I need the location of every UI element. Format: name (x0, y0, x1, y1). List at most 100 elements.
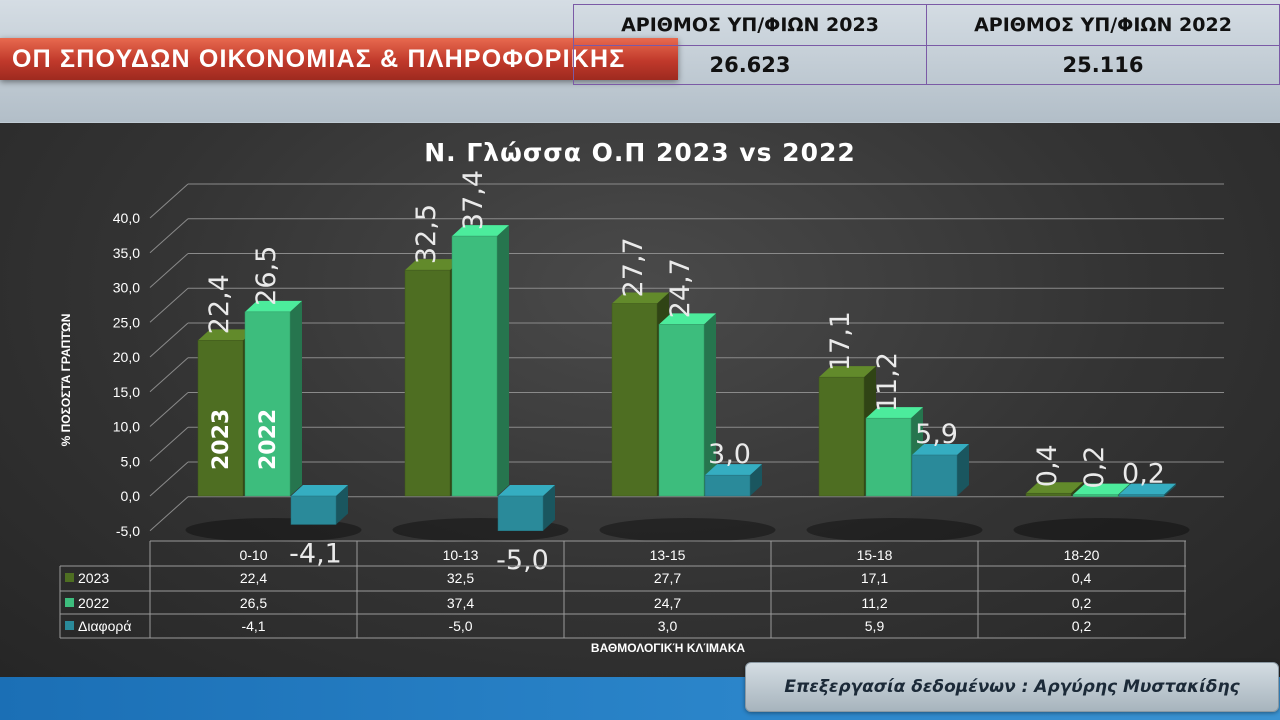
legend-label-Διαφορά: Διαφορά (78, 618, 131, 634)
y-tick-label: 35,0 (113, 245, 140, 261)
bar-top (659, 313, 716, 325)
bar-top (291, 485, 348, 496)
data-label: 0,2 (1079, 446, 1110, 489)
y-tick-label: 10,0 (113, 419, 140, 435)
y-tick-label: 25,0 (113, 314, 140, 330)
bar-side (336, 485, 348, 525)
data-label: 37,4 (458, 170, 489, 230)
legend-swatch-2023 (65, 573, 74, 582)
bar-2023-15-18 (818, 376, 865, 497)
data-label: -4,1 (289, 538, 342, 569)
bar-2022-18-20 (1072, 494, 1119, 497)
gridline-depth (149, 392, 189, 427)
data-label: 26,5 (251, 246, 282, 306)
bar-top (1026, 482, 1083, 494)
table-category-header: 13-15 (650, 547, 686, 563)
gridline-depth (149, 357, 189, 393)
table-cell: 0,4 (1072, 570, 1092, 586)
credit-label: Επεξεργασία δεδομένων : Αργύρης Μυστακίδ… (745, 662, 1279, 712)
bar-side (1071, 482, 1083, 496)
bar-2023-18-20 (1025, 492, 1072, 497)
table-category-header: 18-20 (1064, 547, 1100, 563)
bar-Διαφορά-15-18 (911, 454, 958, 497)
bar-Διαφορά-0-10 (290, 495, 337, 525)
stat-label-2022: ΑΡΙΘΜΟΣ ΥΠ/ΦΙΩΝ 2022 (926, 4, 1280, 46)
table-cell: 3,0 (658, 618, 678, 634)
legend-swatch-2022 (65, 598, 74, 607)
chart-title: Ν. Γλώσσα Ο.Π 2023 vs 2022 (424, 138, 856, 167)
data-label: 32,5 (411, 204, 442, 264)
legend-label-2023: 2023 (78, 570, 109, 586)
bar-Διαφορά-13-15 (704, 474, 751, 497)
table-cell: 11,2 (861, 595, 887, 611)
bar-side (957, 443, 969, 496)
stat-label-2023: ΑΡΙΘΜΟΣ ΥΠ/ΦΙΩΝ 2023 (573, 4, 927, 46)
bar-top (705, 464, 762, 476)
data-label: 27,7 (618, 237, 649, 297)
bar-side (290, 300, 302, 496)
table-cell: 37,4 (447, 595, 474, 611)
y-tick-label: 5,0 (121, 453, 141, 469)
data-label: 24,7 (665, 258, 696, 318)
gridline-depth (149, 183, 189, 219)
table-cell: 26,5 (240, 595, 267, 611)
bar-side (704, 313, 716, 496)
bar-side (1164, 483, 1176, 497)
floor-shadow (599, 518, 776, 542)
gridline-depth (149, 322, 189, 358)
data-label: 22,4 (204, 274, 235, 334)
bar-annotation-2023: 2023 (209, 409, 234, 470)
y-axis-label: % ΠΟΣΟΣΤΆ ΓΡΑΠΤΏΝ (59, 314, 73, 447)
bar-2022-15-18 (865, 417, 912, 497)
bar-2023-10-13 (404, 269, 451, 497)
bar-top (452, 225, 509, 237)
y-tick-label: 15,0 (113, 384, 140, 400)
bar-top (405, 259, 462, 271)
table-category-header: 0-10 (239, 547, 267, 563)
students-count-table: ΑΡΙΘΜΟΣ ΥΠ/ΦΙΩΝ 2023 ΑΡΙΘΜΟΣ ΥΠ/ΦΙΩΝ 202… (573, 4, 1280, 85)
gridline-depth (149, 218, 189, 254)
bar-Διαφορά-10-13 (497, 495, 544, 531)
bar-side (543, 485, 555, 531)
y-tick-label: 30,0 (113, 280, 140, 296)
bar-top (198, 329, 255, 341)
table-cell: -5,0 (448, 618, 472, 634)
data-label: 17,1 (825, 311, 856, 371)
table-cell: 24,7 (654, 595, 681, 611)
gridline-depth (149, 287, 189, 323)
bar-side (750, 464, 762, 496)
table-category-header: 15-18 (857, 547, 893, 563)
y-tick-label: 20,0 (113, 349, 140, 365)
table-cell: -4,1 (241, 618, 265, 634)
y-tick-label: -5,0 (116, 523, 140, 539)
legend-label-2022: 2022 (78, 595, 109, 611)
bar-top (612, 292, 669, 304)
data-label: 0,2 (1122, 459, 1165, 490)
data-label: 11,2 (872, 352, 903, 412)
data-label: 3,0 (708, 439, 751, 470)
bar-top (1073, 483, 1130, 495)
table-cell: 0,2 (1072, 618, 1092, 634)
bar-2023-13-15 (611, 303, 658, 497)
bar-top (912, 443, 969, 455)
bar-top (819, 366, 876, 378)
stat-value-2023: 26.623 (573, 45, 927, 85)
bar-2022-13-15 (658, 324, 705, 497)
data-label: -5,0 (496, 545, 549, 576)
floor-shadow (1013, 518, 1190, 542)
legend-swatch-Διαφορά (65, 621, 74, 630)
bar-top (1119, 483, 1176, 495)
table-cell: 32,5 (447, 570, 474, 586)
table-cell: 5,9 (865, 618, 885, 634)
gridline-depth (149, 253, 189, 288)
y-tick-label: 40,0 (113, 210, 140, 226)
bar-2022-0-10 (244, 311, 291, 497)
table-category-header: 10-13 (443, 547, 479, 563)
table-cell: 0,2 (1072, 595, 1092, 611)
page-title: ΟΠ ΣΠΟΥΔΩΝ ΟΙΚΟΝΟΜΙΑΣ & ΠΛΗΡΟΦΟΡΙΚΗΣ (0, 38, 678, 80)
gridline-depth (149, 496, 189, 532)
bar-top (866, 407, 923, 419)
bar-2023-0-10 (197, 340, 244, 497)
stat-value-2022: 25.116 (926, 45, 1280, 85)
